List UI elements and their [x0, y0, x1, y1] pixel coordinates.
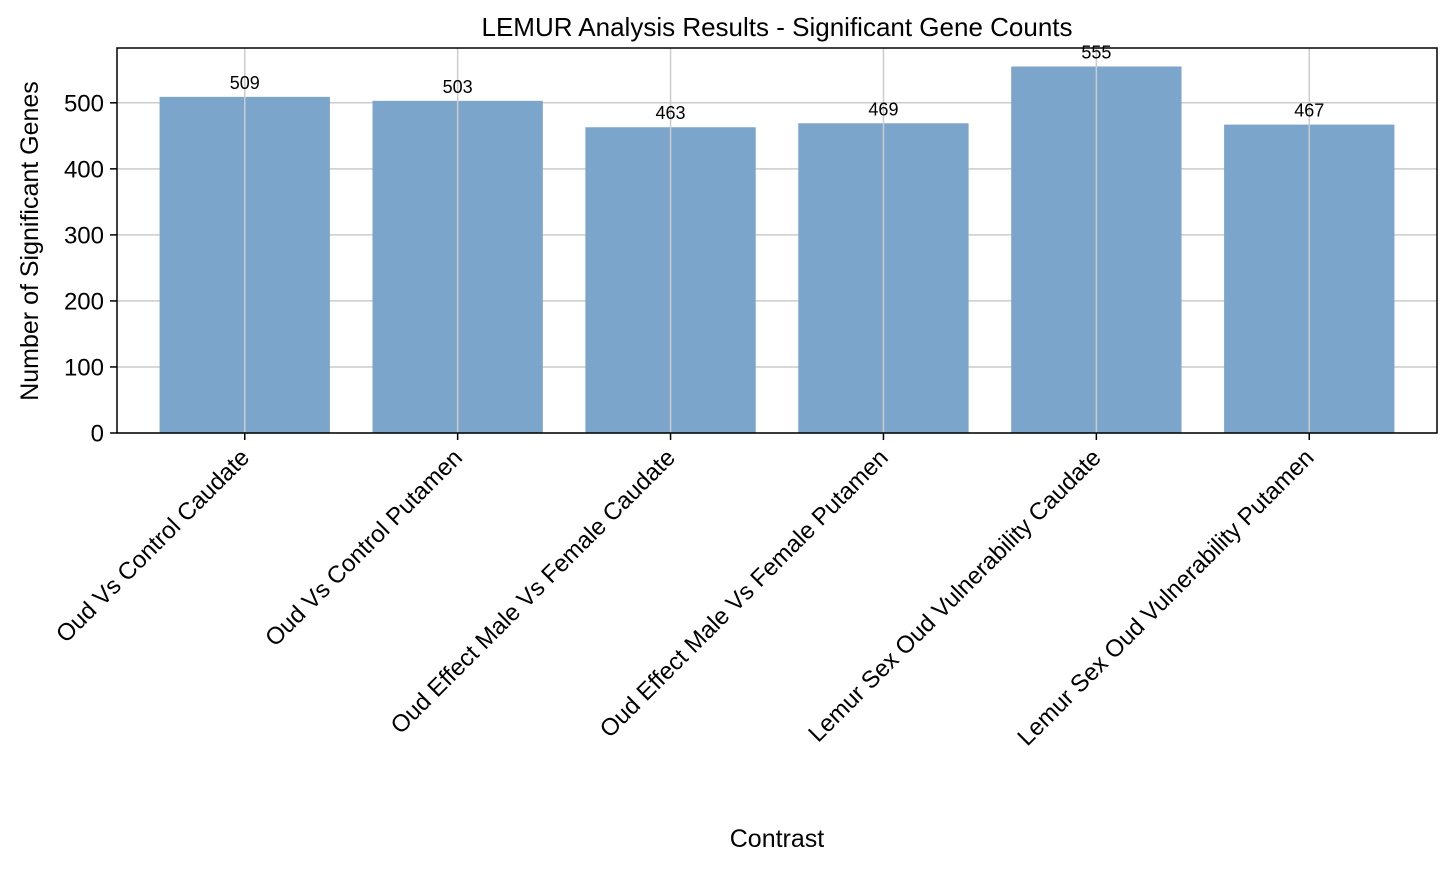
y-tick-label: 200 [64, 288, 104, 315]
bar-value-label: 463 [656, 103, 686, 123]
data-labels-layer: 509 503 463 469 555 467 [230, 42, 1325, 123]
bars-layer [159, 66, 1395, 434]
y-axis-label: Number of Significant Genes [16, 81, 44, 401]
bar-value-label: 503 [443, 77, 473, 97]
chart-title: LEMUR Analysis Results - Significant Gen… [481, 12, 1072, 42]
vertical-grid-layer [243, 48, 1311, 433]
y-tick-label: 400 [64, 156, 104, 183]
y-tick-label: 300 [64, 222, 104, 249]
bar-value-label: 509 [230, 73, 260, 93]
y-tick-label: 500 [64, 90, 104, 117]
x-tick-label: Oud Vs Control Caudate [51, 444, 255, 648]
y-tick-label: 0 [91, 421, 104, 448]
y-axis: 0 100 200 300 400 500 [64, 90, 117, 448]
x-tick-label: Oud Vs Control Putamen [260, 444, 468, 652]
x-axis-label: Contrast [730, 825, 825, 853]
bar-value-label: 555 [1081, 42, 1111, 62]
bar-value-label: 469 [868, 99, 898, 119]
plot-frame [116, 47, 1438, 434]
x-axis: Oud Vs Control Caudate Oud Vs Control Put… [51, 433, 1320, 751]
bar-value-label: 467 [1294, 101, 1324, 121]
y-tick-label: 100 [64, 354, 104, 381]
